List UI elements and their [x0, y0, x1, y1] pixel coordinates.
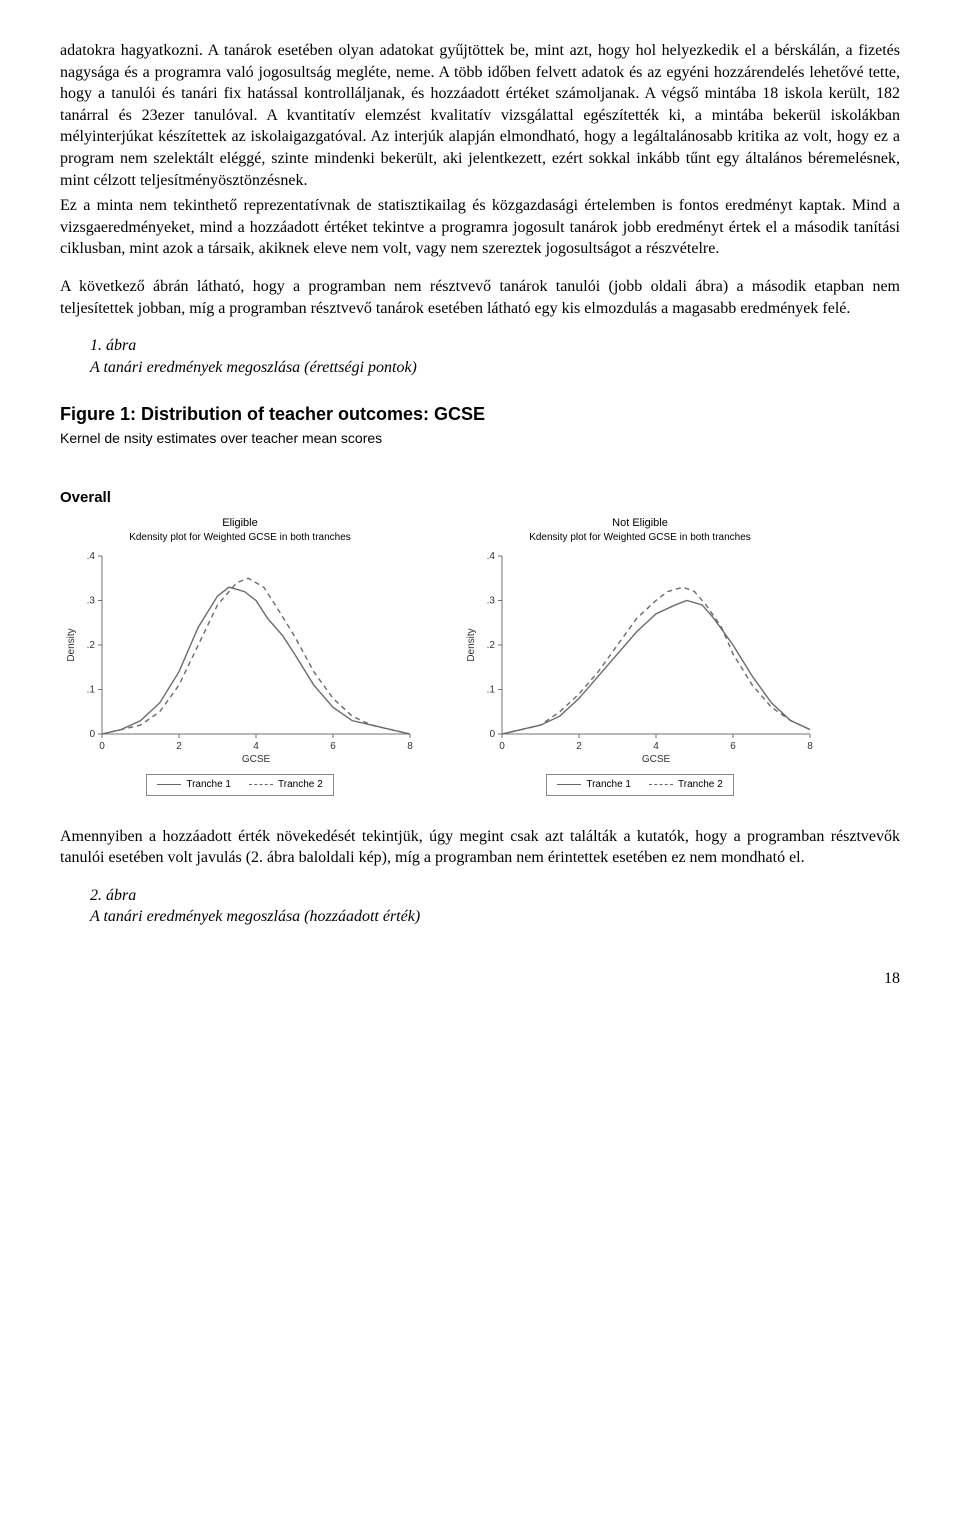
chart-eligible-svg: 0 .1 .2 .3 .4 0 2 4 6 8 GCSE Density [60, 548, 420, 768]
chart-eligible: Eligible Kdensity plot for Weighted GCSE… [60, 516, 420, 796]
figure2-label: 2. ábra [90, 885, 900, 907]
svg-text:.3: .3 [487, 596, 496, 607]
svg-text:0: 0 [89, 729, 95, 740]
paragraph-3: A következő ábrán látható, hogy a progra… [60, 276, 900, 319]
solid-line-icon [557, 784, 581, 785]
legend-tranche2: Tranche 2 [278, 778, 323, 792]
figure1-caption: A tanári eredmények megoszlása (érettség… [90, 357, 900, 379]
svg-text:8: 8 [407, 741, 413, 752]
page-number: 18 [60, 968, 900, 990]
figure1-title: Figure 1: Distribution of teacher outcom… [60, 402, 900, 426]
paragraph-2: Ez a minta nem tekinthető reprezentatívn… [60, 195, 900, 260]
svg-text:.1: .1 [487, 685, 496, 696]
chart-not-eligible: Not Eligible Kdensity plot for Weighted … [460, 516, 820, 796]
legend-tranche1: Tranche 1 [586, 778, 631, 792]
svg-text:2: 2 [176, 741, 182, 752]
chart-not-eligible-title: Not Eligible [612, 516, 668, 531]
legend-tranche2: Tranche 2 [678, 778, 723, 792]
chart-not-eligible-svg: 0 .1 .2 .3 .4 0 2 4 6 8 GCSE Density [460, 548, 820, 768]
chart-eligible-subtitle: Kdensity plot for Weighted GCSE in both … [129, 531, 351, 545]
svg-text:4: 4 [653, 741, 659, 752]
svg-text:0: 0 [99, 741, 105, 752]
svg-text:.4: .4 [487, 551, 496, 562]
dash-line-icon [249, 784, 273, 785]
svg-text:.1: .1 [87, 685, 96, 696]
chart-not-eligible-subtitle: Kdensity plot for Weighted GCSE in both … [529, 531, 751, 545]
chart-eligible-legend: Tranche 1 Tranche 2 [146, 774, 333, 796]
chart-not-eligible-legend: Tranche 1 Tranche 2 [546, 774, 733, 796]
figure1-overall-label: Overall [60, 488, 900, 508]
chart-eligible-title: Eligible [222, 516, 257, 531]
legend-tranche1: Tranche 1 [186, 778, 231, 792]
svg-text:Density: Density [66, 628, 77, 661]
svg-text:Density: Density [466, 628, 477, 661]
figure2-caption: A tanári eredmények megoszlása (hozzáado… [90, 906, 900, 928]
svg-text:2: 2 [576, 741, 582, 752]
svg-text:8: 8 [807, 741, 813, 752]
svg-text:6: 6 [730, 741, 736, 752]
dash-line-icon [649, 784, 673, 785]
figure1-block: Figure 1: Distribution of teacher outcom… [60, 402, 900, 795]
paragraph-1: adatokra hagyatkozni. A tanárok esetében… [60, 40, 900, 191]
figure1-subtitle: Kernel de nsity estimates over teacher m… [60, 429, 900, 448]
svg-text:4: 4 [253, 741, 259, 752]
svg-text:.2: .2 [487, 640, 496, 651]
paragraph-4: Amennyiben a hozzáadott érték növekedésé… [60, 826, 900, 869]
figure1-label: 1. ábra [90, 335, 900, 357]
svg-text:6: 6 [330, 741, 336, 752]
svg-text:0: 0 [499, 741, 505, 752]
svg-text:.4: .4 [87, 551, 96, 562]
solid-line-icon [157, 784, 181, 785]
svg-text:GCSE: GCSE [642, 754, 671, 765]
svg-text:.2: .2 [87, 640, 96, 651]
svg-text:GCSE: GCSE [242, 754, 271, 765]
svg-text:0: 0 [489, 729, 495, 740]
svg-text:.3: .3 [87, 596, 96, 607]
